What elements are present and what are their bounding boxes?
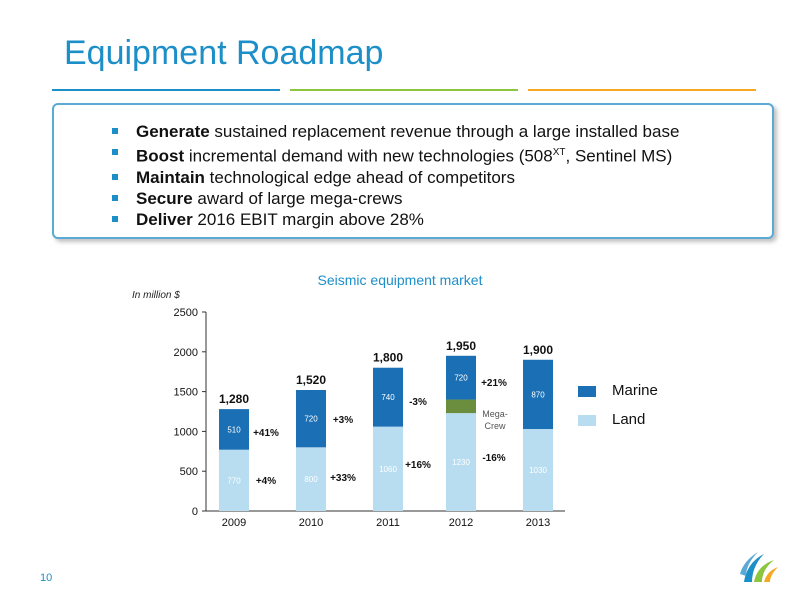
bullet-item: Generate sustained replacement revenue t…: [112, 121, 679, 142]
marine-bar: [523, 359, 553, 430]
mega-crew-bar: [446, 399, 476, 414]
bullets-box: Generate sustained replacement revenue t…: [52, 103, 774, 239]
total-label: 1,800: [373, 351, 403, 365]
total-label: 1,280: [219, 392, 249, 406]
y-tick-label: 0: [192, 506, 198, 518]
bullet-keyword: Deliver: [136, 209, 193, 229]
marine-growth-label: +3%: [333, 415, 353, 426]
bullet-keyword: Secure: [136, 188, 193, 208]
bullet-text: award of large mega-crews: [192, 188, 403, 208]
y-tick-label: 1000: [174, 426, 198, 438]
bullet-square-icon: [112, 215, 118, 222]
title-rule-green: [290, 89, 518, 91]
x-tick-label: 2009: [222, 517, 246, 529]
company-logo-icon: [740, 552, 778, 582]
bullet-text: 2016 EBIT margin above 28%: [192, 209, 424, 229]
x-tick-label: 2012: [449, 517, 473, 529]
total-label: 1,900: [523, 343, 553, 357]
land-bar: [296, 447, 326, 511]
land-bar: [373, 426, 403, 511]
bullet-square-icon: [112, 173, 118, 180]
land-growth-label: +33%: [330, 473, 356, 484]
bullet-item: Boost incremental demand with new techno…: [112, 142, 679, 167]
marine-value-label: 720: [454, 374, 468, 383]
legend-marine-label: Marine: [612, 382, 658, 399]
marine-bar: [373, 367, 403, 427]
bullet-keyword: Boost: [136, 146, 185, 166]
bullet-item: Deliver 2016 EBIT margin above 28%: [112, 209, 679, 230]
bullet-superscript: XT: [552, 147, 566, 158]
marine-value-label: 870: [531, 390, 545, 399]
land-value-label: 800: [304, 475, 318, 484]
legend-marine-swatch: [578, 386, 596, 397]
bullet-text: technological edge ahead of competitors: [204, 167, 515, 187]
marine-growth-label: -3%: [409, 397, 427, 408]
bullet-item: Maintain technological edge ahead of com…: [112, 167, 679, 188]
land-bar: [446, 413, 476, 511]
land-growth-label: +4%: [256, 476, 276, 487]
bullet-square-icon: [112, 128, 118, 134]
legend-land-swatch: [578, 415, 596, 426]
marine-value-label: 510: [227, 425, 241, 434]
land-value-label: 1230: [452, 458, 470, 467]
marine-bar: [446, 355, 476, 400]
y-tick-label: 1500: [174, 387, 198, 399]
land-value-label: 770: [227, 476, 241, 485]
title-rule-blue: [52, 89, 280, 91]
bullet-keyword: Generate: [136, 122, 210, 141]
land-growth-label: -16%: [482, 453, 505, 464]
bullet-square-icon: [112, 149, 118, 155]
total-label: 1,950: [446, 339, 476, 353]
title-rule-orange: [528, 89, 756, 91]
land-value-label: 1030: [529, 466, 547, 475]
chart-title: Seismic equipment market: [317, 272, 483, 288]
marine-value-label: 740: [381, 393, 395, 402]
bullet-text: incremental demand with new technologies…: [184, 146, 553, 166]
bullet-text: sustained replacement revenue through a …: [209, 122, 680, 141]
x-tick-label: 2010: [299, 517, 323, 529]
land-bar: [523, 429, 553, 511]
marine-growth-label: +21%: [481, 378, 507, 389]
y-tick-label: 2500: [174, 307, 198, 319]
mega-crew-label: Crew: [484, 421, 506, 431]
land-growth-label: +16%: [405, 460, 431, 471]
land-value-label: 1060: [379, 465, 397, 474]
marine-bar: [296, 390, 326, 448]
marine-growth-label: +41%: [253, 428, 279, 439]
bullet-list: Generate sustained replacement revenue t…: [112, 121, 679, 230]
mega-crew-label: Mega-: [482, 409, 508, 419]
bullet-keyword: Maintain: [136, 167, 205, 187]
slide-title: Equipment Roadmap: [64, 34, 384, 72]
bullet-item: Secure award of large mega-crews: [112, 188, 679, 209]
y-tick-label: 2000: [174, 347, 198, 359]
marine-value-label: 720: [304, 415, 318, 424]
x-tick-label: 2011: [376, 517, 400, 529]
y-axis-unit-label: In million $: [132, 290, 180, 301]
bullet-square-icon: [112, 194, 118, 201]
legend-land-label: Land: [612, 411, 646, 428]
total-label: 1,520: [296, 373, 326, 387]
x-tick-label: 2013: [526, 517, 550, 529]
bullet-text-continued: , Sentinel MS): [565, 146, 673, 166]
marine-bar: [219, 409, 249, 450]
page-number: 10: [40, 572, 53, 584]
y-tick-label: 500: [180, 466, 198, 478]
land-bar: [219, 449, 249, 511]
